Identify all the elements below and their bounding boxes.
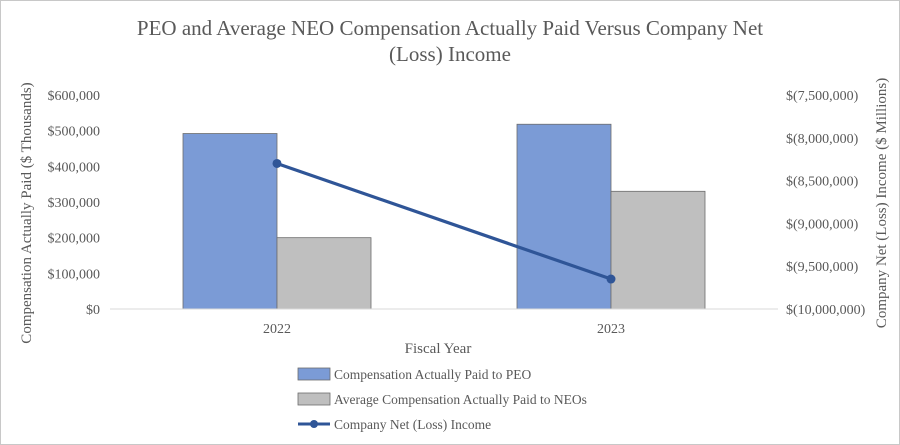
x-axis-title: Fiscal Year bbox=[405, 341, 472, 357]
y2-tick-label: $(7,500,000) bbox=[786, 89, 859, 104]
net-income-point-2022 bbox=[272, 158, 282, 168]
net-income-line bbox=[276, 161, 612, 281]
legend-swatch-peo bbox=[297, 367, 331, 381]
y-tick-label: $500,000 bbox=[48, 125, 101, 140]
y-tick-label: $300,000 bbox=[48, 196, 101, 211]
bar-neo-2022 bbox=[276, 237, 372, 310]
y-tick-label: $100,000 bbox=[48, 267, 101, 282]
legend-swatch-neo bbox=[297, 392, 331, 406]
legend: Compensation Actually Paid to PEO Averag… bbox=[297, 367, 587, 432]
chart-title-line-2: (Loss) Income bbox=[389, 42, 511, 66]
line-series bbox=[272, 158, 616, 284]
bar-peo-2022 bbox=[182, 133, 278, 310]
y2-tick-label: $(10,000,000) bbox=[786, 303, 866, 318]
legend-marker-net-income bbox=[310, 420, 318, 428]
net-income-point-2023 bbox=[606, 274, 616, 284]
legend-label-net-income: Company Net (Loss) Income bbox=[334, 417, 491, 432]
y2-tick-label: $(9,000,000) bbox=[786, 217, 859, 232]
y2-axis-ticks: $(7,500,000) $(8,000,000) $(8,500,000) $(9,… bbox=[786, 89, 866, 318]
chart-title-line-1: PEO and Average NEO Compensation Actuall… bbox=[137, 16, 763, 40]
legend-label-peo: Compensation Actually Paid to PEO bbox=[334, 367, 531, 382]
y2-tick-label: $(8,500,000) bbox=[786, 175, 859, 190]
y-axis-ticks: $0 $100,000 $200,000 $300,000 $400,000 $500,0… bbox=[48, 89, 101, 318]
bars bbox=[182, 123, 706, 310]
y-tick-label: $200,000 bbox=[48, 232, 101, 247]
legend-label-neo: Average Compensation Actually Paid to NE… bbox=[334, 392, 587, 407]
y-tick-label: $400,000 bbox=[48, 160, 101, 175]
bar-neo-2023 bbox=[610, 190, 706, 310]
y2-tick-label: $(9,500,000) bbox=[786, 260, 859, 275]
x-tick-label: 2022 bbox=[263, 322, 291, 337]
y-tick-label: $600,000 bbox=[48, 89, 101, 104]
y2-axis-title: Company Net (Loss) Income ($ Millions) bbox=[874, 78, 890, 328]
y-axis-title: Compensation Actually Paid ($ Thousands) bbox=[19, 82, 35, 343]
x-tick-label: 2023 bbox=[597, 322, 625, 337]
x-axis-ticks: 2022 2023 bbox=[263, 322, 625, 337]
bar-peo-2023 bbox=[516, 123, 612, 310]
y-tick-label: $0 bbox=[86, 303, 100, 318]
y2-tick-label: $(8,000,000) bbox=[786, 132, 859, 147]
